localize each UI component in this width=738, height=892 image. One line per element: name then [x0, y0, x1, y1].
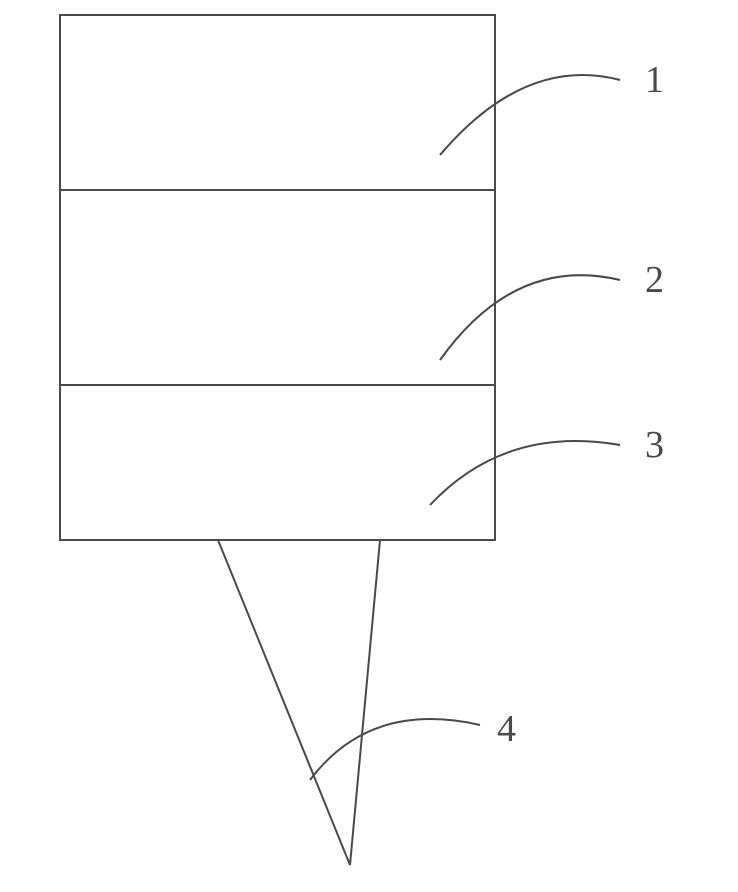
label-1: 1	[645, 58, 664, 102]
leader-line-1	[440, 75, 620, 155]
diagram-svg	[0, 0, 738, 887]
label-3: 3	[645, 423, 664, 467]
diagram-container: 1 2 3 4	[0, 0, 738, 887]
triangle-pointer	[218, 540, 380, 865]
leader-line-2	[440, 275, 620, 360]
label-4: 4	[497, 707, 516, 751]
rect-section-3	[60, 385, 495, 540]
leader-line-3	[430, 441, 620, 505]
label-2: 2	[645, 258, 664, 302]
rect-section-2	[60, 190, 495, 385]
rect-section-1	[60, 15, 495, 190]
leader-line-4	[310, 719, 480, 780]
